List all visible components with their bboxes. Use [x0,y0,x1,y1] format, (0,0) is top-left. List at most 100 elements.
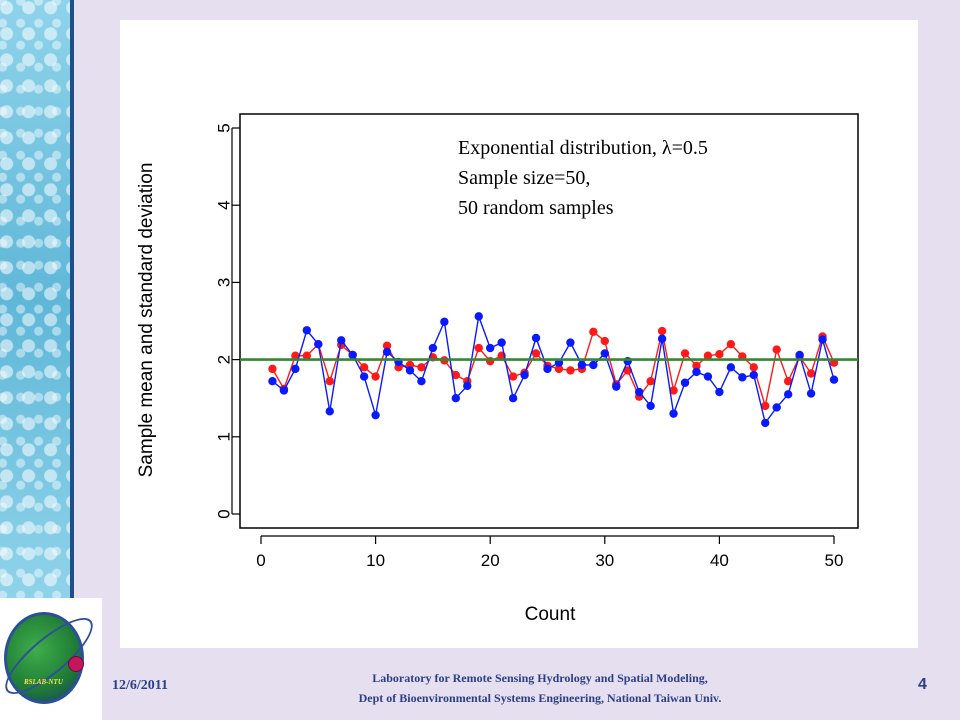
series-1-point [279,386,289,395]
series-1-point [634,387,644,397]
series-0-point [302,351,312,360]
y-tick-label: 4 [215,200,234,209]
series-0-point [761,401,770,411]
series-0-point [657,326,667,336]
series-1-point [703,372,713,381]
logo-text: RSLAB-NTU [24,678,63,686]
series-1-point [337,336,346,345]
series-1-point [761,418,770,428]
series-1-point [486,343,495,353]
series-1-point [738,373,747,382]
series-1-point [348,350,357,360]
series-1-point [314,339,323,349]
series-1-point [417,377,426,386]
decorative-sidebar [0,0,70,600]
series-0-point [715,349,724,359]
series-0-point [268,364,277,374]
series-1-point [291,364,300,374]
series-0-point [531,349,541,358]
series-0-point [371,372,380,381]
series-1-line [272,313,835,425]
series-1-point [566,338,575,347]
series-1-point [806,389,816,398]
x-tick-label: 0 [256,551,265,570]
footer-lab-name: Laboratory for Remote Sensing Hydrology … [250,668,830,708]
annotation-line-2: Sample size=50, [458,167,590,189]
series-1-point [302,326,312,335]
series-1-point [657,334,667,343]
series-0-point [417,363,426,372]
series-1-point [692,367,701,377]
annotation-line-3: 50 random samples [458,197,614,219]
series-1-point [795,350,804,360]
series-1-point [680,378,690,387]
series-0-point [508,372,518,381]
series-0-point [486,356,495,366]
x-tick-label: 20 [481,551,500,570]
series-0-point [382,341,392,350]
series-0-point [589,327,598,337]
series-0-point [692,361,701,370]
series-1-point [463,381,472,391]
series-0-point [646,377,655,386]
series-1-point [451,394,461,403]
footer-date: 12/6/2011 [112,678,169,693]
series-1-point [726,363,736,372]
series-1-point [531,333,541,343]
series-0-point [806,369,816,378]
series-1-point [600,349,609,358]
series-1-point [543,364,552,374]
series-1-point [520,370,529,380]
series-1-point [440,317,449,326]
series-0-point [749,363,758,372]
series-1-point [612,382,621,391]
series-1-point [497,338,506,347]
series-0-point [703,351,713,360]
series-1-point [589,360,598,370]
series-0-point [772,345,781,354]
y-tick-label: 3 [215,278,234,287]
series-0-point [680,349,690,358]
series-0-point [554,364,564,374]
series-0-point [359,363,369,372]
chart-annotation: Exponential distribution, λ=0.5 Sample s… [458,137,708,219]
series-layer [240,312,858,428]
series-1-point [749,370,758,380]
series-0-point [600,336,609,346]
series-1-point [382,347,392,357]
page-number: 4 [918,676,927,693]
chart: 0 1 2 3 4 5 0 10 20 30 40 50 Sample mean and stand… [136,113,859,625]
series-1-point [772,403,781,412]
series-0-point [451,370,461,380]
series-1-point [371,410,380,420]
x-tick-label: 10 [366,551,385,570]
lab-logo: RSLAB-NTU [0,598,103,720]
series-0-point [325,377,334,386]
series-1-point [818,335,827,344]
series-0-point [726,339,736,349]
sidebar-edge [70,0,74,600]
series-1-point [669,409,678,418]
series-0-point [566,366,575,375]
series-1-point [783,390,793,399]
series-0-point [669,386,678,395]
footer-lab-line-1: Laboratory for Remote Sensing Hydrology … [372,671,708,685]
series-1-point [325,407,334,416]
series-1-point [474,312,483,321]
x-axis-label: Count [525,604,576,625]
y-axis: 0 1 2 3 4 5 [215,123,240,519]
y-tick-label: 2 [215,355,234,364]
series-1-point [646,401,655,411]
series-1-point [359,372,369,381]
x-tick-label: 50 [825,551,844,570]
x-tick-label: 30 [595,551,614,570]
logo-dot [68,656,84,672]
series-1-point [268,377,277,386]
annotation-line-1: Exponential distribution, λ=0.5 [458,137,708,159]
series-0-point [291,351,300,360]
series-1-point [428,343,438,353]
series-1-point [829,375,839,384]
series-1-point [577,360,587,370]
y-tick-label: 0 [215,509,234,518]
x-axis: 0 10 20 30 40 50 [256,535,844,570]
